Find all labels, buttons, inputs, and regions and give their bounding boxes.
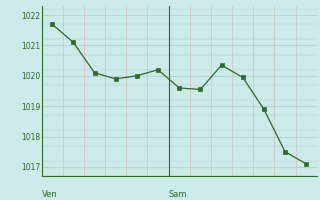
Text: Ven: Ven [42, 190, 57, 199]
Text: Sam: Sam [169, 190, 187, 199]
